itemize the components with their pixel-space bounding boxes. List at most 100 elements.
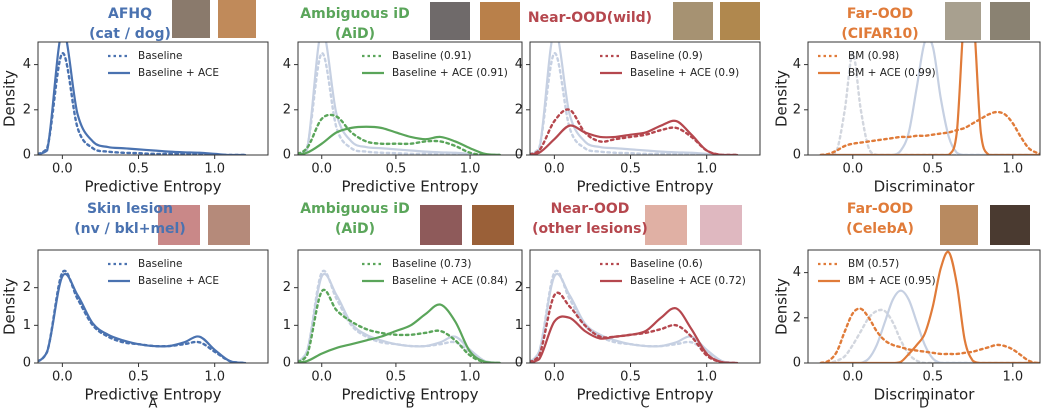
y-tick-label: 4 [515, 57, 523, 72]
y-tick-label: 0 [283, 148, 291, 163]
x-axis-label: Predictive Entropy [342, 386, 479, 404]
x-tick-label: 0.0 [544, 162, 565, 177]
x-tick-label: 0.0 [311, 162, 332, 177]
legend-label: Baseline [138, 258, 183, 270]
panel: Skin lesion (nv / bkl+mel) 0 1 2 0.0 0.5 1.0Pre… [1, 201, 269, 404]
panel: Far-OOD (CIFAR10) 0 2 4 0.0 0.5 1.0 Discriminato… [773, 6, 1041, 196]
x-tick-label: 1.0 [1002, 162, 1023, 177]
thumbnail [218, 0, 256, 38]
panel-title: (nv / bkl+mel) [74, 221, 186, 237]
x-tick-label: 0.5 [922, 162, 943, 177]
panel-title: (CIFAR10) [841, 26, 918, 42]
panel-title: AFHQ [108, 6, 152, 22]
density-curve [819, 308, 1040, 363]
legend-label: Baseline (0.73) [392, 258, 471, 270]
thumbnail [990, 2, 1030, 40]
panel-title: (cat / dog) [89, 26, 171, 42]
density-curve [298, 269, 501, 363]
panel-title: Skin lesion [87, 201, 173, 217]
panel-title: Near-OOD [551, 201, 630, 217]
density-curve [298, 113, 501, 155]
y-axis-label: Density [1, 278, 19, 335]
x-axis-label: Predictive Entropy [342, 178, 479, 196]
x-tick-label: 1.0 [696, 162, 717, 177]
panel-label: D [919, 397, 929, 411]
thumbnail [480, 2, 520, 40]
legend-label: Baseline + ACE (0.9) [630, 67, 739, 79]
density-curve [530, 119, 739, 155]
legend-label: Baseline + ACE [138, 275, 219, 287]
y-tick-label: 4 [793, 57, 801, 72]
thumbnail [172, 0, 210, 38]
y-tick-label: 4 [23, 57, 31, 72]
legend-label: Baseline + ACE [138, 67, 219, 79]
density-curve [530, 307, 739, 363]
legend-label: Baseline [138, 50, 183, 62]
x-tick-label: 0.0 [52, 162, 73, 177]
legend-label: BM + ACE (0.95) [848, 275, 936, 287]
legend-label: BM + ACE (0.99) [848, 67, 936, 79]
legend-label: Baseline + ACE (0.91) [392, 67, 508, 79]
panel: Ambiguous iD (AiD) 0 1 2 0.0 0.5 1.0Predictive … [283, 201, 523, 404]
x-tick-label: 1.0 [204, 370, 225, 385]
legend-label: BM (0.98) [848, 50, 899, 62]
panel: Near-OOD (other lesions) 0 1 2 0.0 0.5 1.0Predi… [515, 201, 761, 404]
legend-label: Baseline (0.91) [392, 50, 471, 62]
y-tick-label: 2 [793, 310, 801, 325]
y-tick-label: 0 [283, 356, 291, 371]
plot-frame [37, 41, 269, 156]
density-curve [819, 289, 1040, 363]
plot-frame [807, 249, 1041, 364]
x-tick-label: 0.5 [128, 162, 149, 177]
x-tick-label: 0.0 [544, 370, 565, 385]
legend-label: Baseline (0.6) [630, 258, 703, 270]
panel-title: (AiD) [335, 221, 375, 237]
panel-label: A [149, 397, 158, 411]
density-curve [298, 303, 501, 363]
thumbnail [420, 205, 462, 245]
y-tick-label: 2 [23, 102, 31, 117]
y-tick-label: 1 [23, 318, 31, 333]
panel-title: (other lesions) [532, 221, 648, 237]
density-curve [298, 125, 501, 155]
legend-label: Baseline (0.9) [630, 50, 703, 62]
thumbnail [720, 2, 760, 40]
y-axis-label: Density [1, 70, 19, 127]
density-curve [819, 42, 1040, 155]
density-curve [819, 250, 1040, 363]
plot-frame [529, 249, 761, 364]
panel-title: Near-OOD(wild) [528, 10, 652, 26]
plot-frame [297, 41, 523, 156]
thumbnail [472, 205, 514, 245]
x-tick-label: 1.0 [460, 162, 481, 177]
thumbnail [990, 205, 1030, 245]
panel-title: Ambiguous iD [300, 6, 409, 22]
y-tick-label: 0 [793, 356, 801, 371]
x-tick-label: 0.5 [386, 162, 407, 177]
x-tick-label: 0.0 [842, 162, 863, 177]
thumbnail [158, 205, 200, 245]
x-tick-label: 1.0 [696, 370, 717, 385]
panel-label: C [640, 397, 649, 411]
x-tick-label: 0.0 [842, 370, 863, 385]
density-curve [530, 42, 739, 155]
y-tick-label: 0 [23, 356, 31, 371]
x-tick-label: 0.5 [128, 370, 149, 385]
x-tick-label: 1.0 [1002, 370, 1023, 385]
x-tick-label: 0.5 [620, 162, 641, 177]
thumbnail [430, 2, 470, 40]
plot-frame [297, 249, 523, 364]
plot-frame [807, 41, 1041, 156]
density-curve [298, 288, 501, 363]
y-tick-label: 0 [793, 148, 801, 163]
y-tick-label: 2 [283, 280, 291, 295]
y-axis-label: Density [773, 70, 791, 127]
y-tick-label: 1 [283, 318, 291, 333]
thumbnail [645, 205, 687, 245]
panel-label: B [406, 397, 415, 411]
x-tick-label: 0.5 [922, 370, 943, 385]
density-curve [38, 42, 247, 155]
x-tick-label: 0.5 [386, 370, 407, 385]
